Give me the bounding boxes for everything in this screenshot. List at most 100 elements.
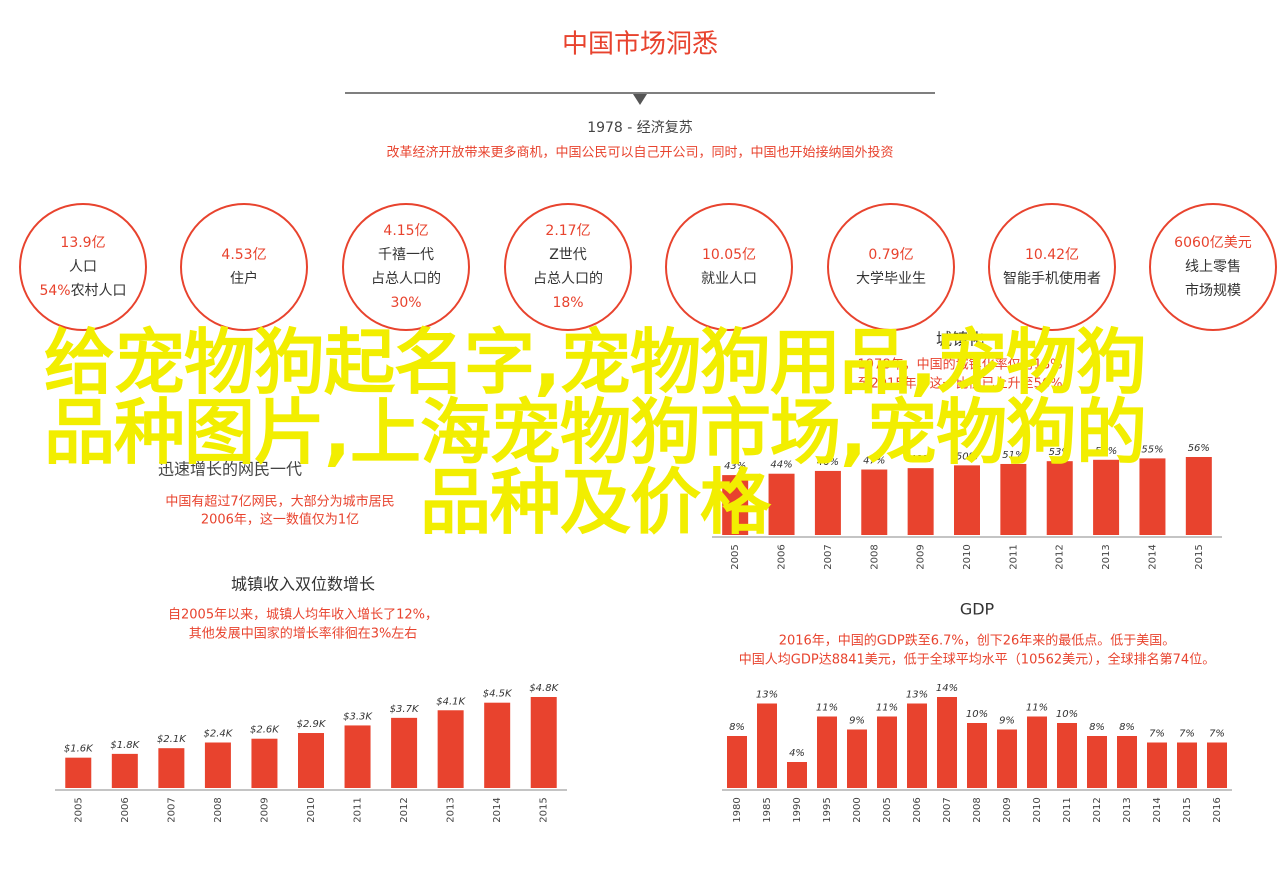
bar (1139, 458, 1166, 535)
section-text: 中国有超过7亿网民，大部分为城市居民 (165, 494, 394, 510)
x-tick-label: 2016 (1212, 797, 1223, 822)
bar (967, 723, 987, 788)
x-tick-label: 2012 (1055, 544, 1066, 569)
value-label: 14% (936, 683, 958, 694)
bar (814, 470, 841, 535)
stat-line: 0.79亿 (868, 247, 913, 263)
bar (1207, 742, 1227, 788)
value-label: 8% (1119, 722, 1135, 733)
x-tick-label: 2012 (399, 797, 410, 822)
bar (251, 738, 278, 788)
stat-line: 10.42亿 (1025, 247, 1079, 263)
stat-circle (988, 203, 1116, 331)
stat-line: 54%农村人口 (39, 283, 126, 299)
value-label: 10% (1056, 709, 1078, 720)
bar (437, 710, 464, 788)
description: 改革经济开放带来更多商机，中国公民可以自己开公司，同时，中国也开始接纳国外投资 (386, 145, 893, 161)
value-label: 53% (1049, 447, 1071, 458)
overlay-title: 给宠物狗起名字,宠物狗用品,宠物狗品种图片,上海宠物狗市场,宠物狗的品种及价格 (44, 321, 1147, 544)
x-tick-label: 2015 (1182, 797, 1193, 822)
stat-text: 54% (39, 283, 70, 299)
value-label: 54% (1095, 446, 1117, 457)
x-tick-label: 2015 (1194, 544, 1205, 569)
chart-subtitle: 中国人均GDP达8841美元，低于全球平均水平（10562美元），全球排名第74… (739, 652, 1215, 668)
value-label: 9% (849, 716, 865, 727)
stat-circle (342, 203, 470, 331)
stat-text: 10.42亿 (1025, 247, 1079, 263)
stat-text: Z世代 (549, 247, 587, 263)
bar (787, 762, 807, 788)
x-tick-label: 2008 (213, 797, 224, 822)
stat-text: 就业人口 (701, 271, 757, 287)
x-tick-label: 2013 (446, 797, 457, 822)
stat-circle (827, 203, 955, 331)
stat-text: 市场规模 (1185, 282, 1241, 299)
stat-line: 智能手机使用者 (1003, 270, 1101, 287)
stat-circle (665, 203, 793, 331)
x-tick-label: 2011 (1008, 544, 1019, 569)
bar (1057, 723, 1077, 788)
section-text: 2006年，这一数值仅为1亿 (201, 512, 359, 528)
x-tick-label: 2006 (777, 544, 788, 569)
stat-line: 4.15亿 (383, 223, 428, 239)
milestone: 1978 - 经济复苏 (587, 119, 693, 136)
stat-text: 人口 (69, 259, 97, 275)
value-label: 7% (1149, 729, 1165, 740)
stat-line: 6060亿美元 (1174, 235, 1252, 251)
value-label: 47% (863, 456, 885, 467)
page-title: 中国市场洞悉 (562, 30, 718, 60)
bar (1087, 736, 1107, 788)
stat-circle (180, 203, 308, 331)
stat-circle (504, 203, 632, 331)
value-label: $2.6K (250, 725, 280, 736)
bar (1185, 457, 1212, 535)
stat-line: 4.53亿 (221, 247, 266, 263)
x-tick-label: 2009 (259, 797, 270, 822)
value-label: 8% (729, 722, 745, 733)
value-label: 13% (756, 690, 778, 701)
x-tick-label: 1995 (822, 797, 833, 822)
x-tick-label: 2012 (1092, 797, 1103, 822)
x-tick-label: 1985 (762, 797, 773, 822)
divider-arrow (633, 94, 647, 105)
stat-text: 30% (390, 295, 421, 311)
x-tick-label: 2008 (869, 544, 880, 569)
bar (65, 757, 92, 788)
bar (1000, 463, 1027, 535)
stat-line: 占总人口的 (533, 271, 603, 287)
stat-line: 就业人口 (701, 271, 757, 287)
bar (847, 729, 867, 788)
stat-line: 占总人口的 (371, 271, 441, 287)
stat-text: 10.05亿 (702, 247, 756, 263)
stat-text: 0.79亿 (868, 247, 913, 263)
stat-text: 大学毕业生 (856, 271, 926, 287)
stat-text: 占总人口的 (371, 271, 441, 287)
bar (907, 468, 934, 535)
chart-subtitle: 其他发展中国家的增长率徘徊在3%左右 (189, 626, 418, 642)
chart-subtitle: 2016年，中国的GDP跌至6.7%，创下26年来的最低点。低于美国。 (779, 633, 1176, 649)
x-tick-label: 2014 (492, 797, 503, 822)
x-tick-label: 2006 (120, 797, 131, 822)
bar (204, 742, 231, 788)
chart-subtitle: 1978年，中国的城镇化率仅为18% (858, 357, 1063, 373)
bar (757, 703, 777, 788)
stat-text: 13.9亿 (60, 235, 105, 251)
stat-text: 线上零售 (1185, 259, 1241, 275)
bar (391, 717, 418, 788)
x-tick-label: 2005 (73, 797, 84, 822)
x-tick-label: 2005 (730, 544, 741, 569)
value-label: 7% (1179, 729, 1195, 740)
stat-line: 市场规模 (1185, 282, 1241, 299)
stat-line: Z世代 (549, 247, 587, 263)
x-tick-label: 2009 (916, 544, 927, 569)
bar (727, 736, 747, 788)
bar (997, 729, 1017, 788)
bar (1027, 716, 1047, 788)
value-label: $2.4K (203, 729, 233, 740)
bar (530, 697, 557, 788)
bar (907, 703, 927, 788)
stat-line: 大学毕业生 (856, 271, 926, 287)
stat-line: 住户 (230, 270, 258, 287)
value-label: 4% (789, 748, 805, 759)
